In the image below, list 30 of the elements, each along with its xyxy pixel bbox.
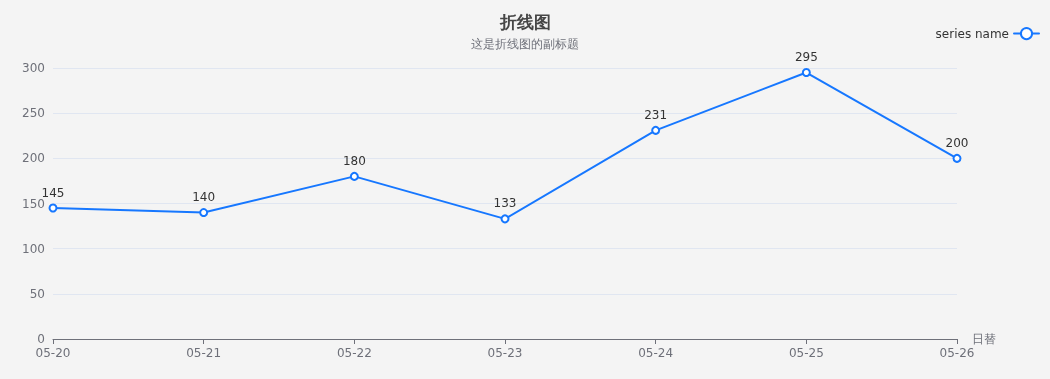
x-tick-label: 05-21 xyxy=(186,346,222,360)
chart-subtitle: 这是折线图的副标题 xyxy=(471,37,579,51)
point xyxy=(651,125,661,135)
point xyxy=(952,153,962,163)
x-tick-label: 05-24 xyxy=(638,346,674,360)
y-tick-label: 200 xyxy=(22,151,45,166)
y-tick-label: 50 xyxy=(29,286,45,301)
chart-title: 折线图 xyxy=(498,11,551,32)
y-tick-label: 0 xyxy=(37,332,45,346)
x-axis-title: 日替 xyxy=(972,332,996,346)
data-label: 200 xyxy=(945,135,969,150)
data-label: 140 xyxy=(192,190,216,205)
y-tick-label: 300 xyxy=(22,61,45,75)
point xyxy=(349,171,359,181)
legend-label: series name xyxy=(935,26,1009,41)
x-tick-label: 05-23 xyxy=(487,346,523,360)
y-tick-label: 250 xyxy=(22,106,45,121)
data-label: 133 xyxy=(493,196,517,211)
data-label: 180 xyxy=(342,153,366,168)
point xyxy=(500,214,510,224)
data-label: 295 xyxy=(794,50,818,65)
point xyxy=(199,208,209,218)
x-tick-label: 05-22 xyxy=(336,346,372,360)
data-label: 231 xyxy=(644,107,668,122)
point xyxy=(801,68,811,78)
point xyxy=(48,203,58,213)
x-tick-label: 05-20 xyxy=(35,346,71,360)
x-tick-label: 05-25 xyxy=(788,346,824,360)
y-tick-label: 100 xyxy=(22,241,45,256)
x-tick-label: 05-26 xyxy=(939,346,975,360)
